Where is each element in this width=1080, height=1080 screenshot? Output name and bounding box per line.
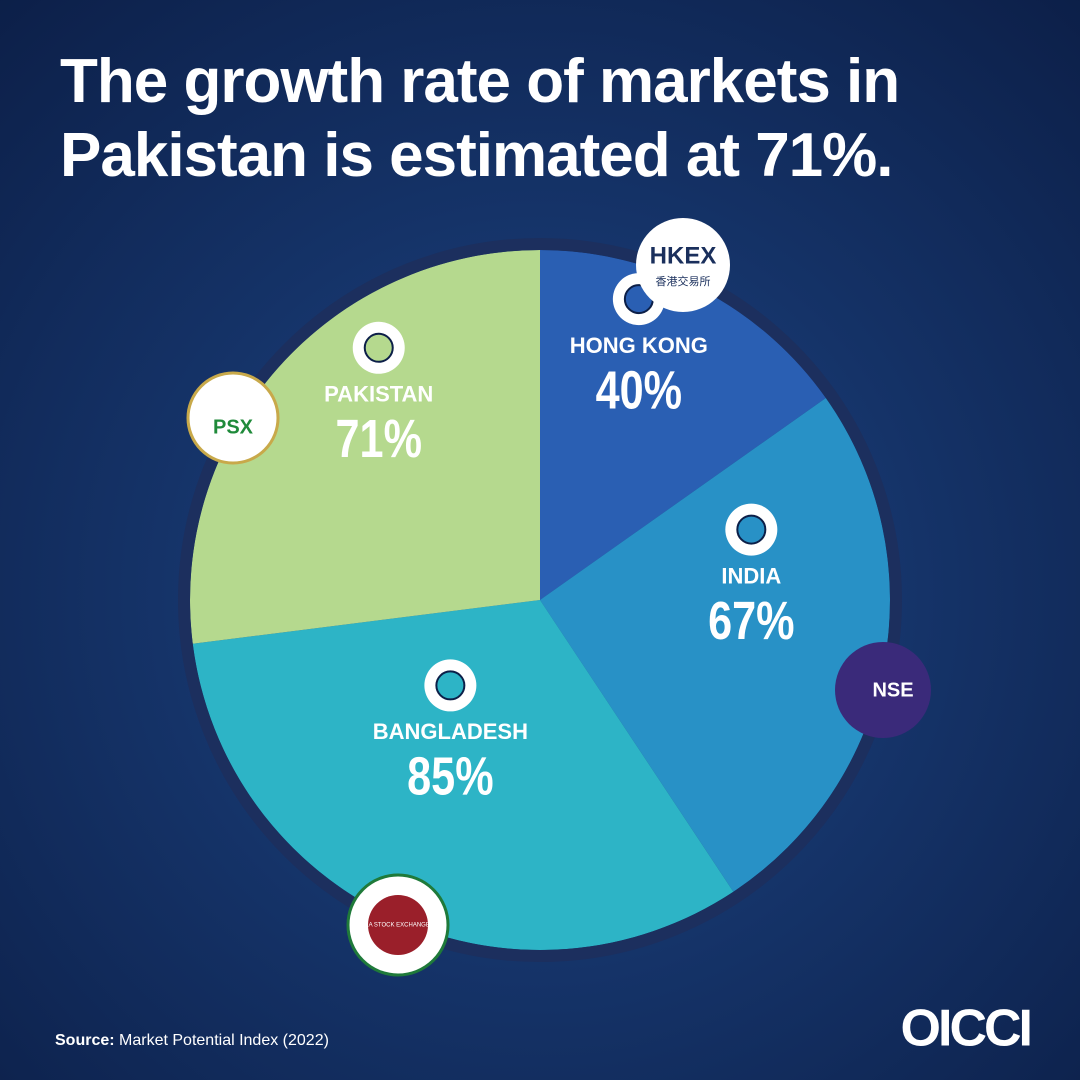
pie-slice <box>190 250 540 644</box>
logo-badge <box>636 218 730 312</box>
pie-slice <box>540 398 890 892</box>
logo-hkex: HKEX 香港交易所 <box>636 218 730 312</box>
chart-title: The growth rate of markets in Pakistan i… <box>60 47 900 190</box>
slice-label: INDIA <box>721 563 781 588</box>
slice-value: 67% <box>708 591 794 651</box>
logo-inner <box>368 895 428 955</box>
logo-text: HKEX <box>650 242 717 269</box>
flag-dot <box>435 670 466 701</box>
logo-badge <box>186 371 280 465</box>
slice-label: PAKISTAN <box>324 382 433 407</box>
logo-dse: DHAKA STOCK EXCHANGE LTD. <box>346 873 450 977</box>
logo-nse: NSE <box>835 642 931 738</box>
source-text: Market Potential Index (2022) <box>119 1032 329 1049</box>
slice-label: BANGLADESH <box>373 719 528 744</box>
pie-rim <box>178 238 902 962</box>
pie-slice <box>192 600 734 950</box>
logo-text: NSE <box>872 679 913 701</box>
logo-subtext: 香港交易所 <box>656 274 711 288</box>
source-label: Source: <box>55 1032 115 1049</box>
flag-dot <box>363 332 394 363</box>
title-box: The growth rate of markets in Pakistan i… <box>60 47 900 190</box>
flag-dot <box>736 514 767 545</box>
pie-slice <box>540 250 826 600</box>
logo-badge <box>835 642 931 738</box>
logo-text: DHAKA STOCK EXCHANGE LTD. <box>352 923 444 929</box>
logo-text: PSX <box>213 416 254 438</box>
pie: HONG KONG 40% INDIA 67% BANGLADESH 85% PAKISTA… <box>178 238 902 962</box>
slice-value: 71% <box>336 410 422 470</box>
slice-value: 85% <box>407 747 493 807</box>
source-note: Source: Market Potential Index (2022) <box>55 1032 329 1049</box>
slice-label: HONG KONG <box>570 333 708 358</box>
brand-logo: OICCI <box>901 1000 1030 1058</box>
logo-psx: PSX <box>186 371 280 465</box>
slice-value: 40% <box>596 361 682 421</box>
